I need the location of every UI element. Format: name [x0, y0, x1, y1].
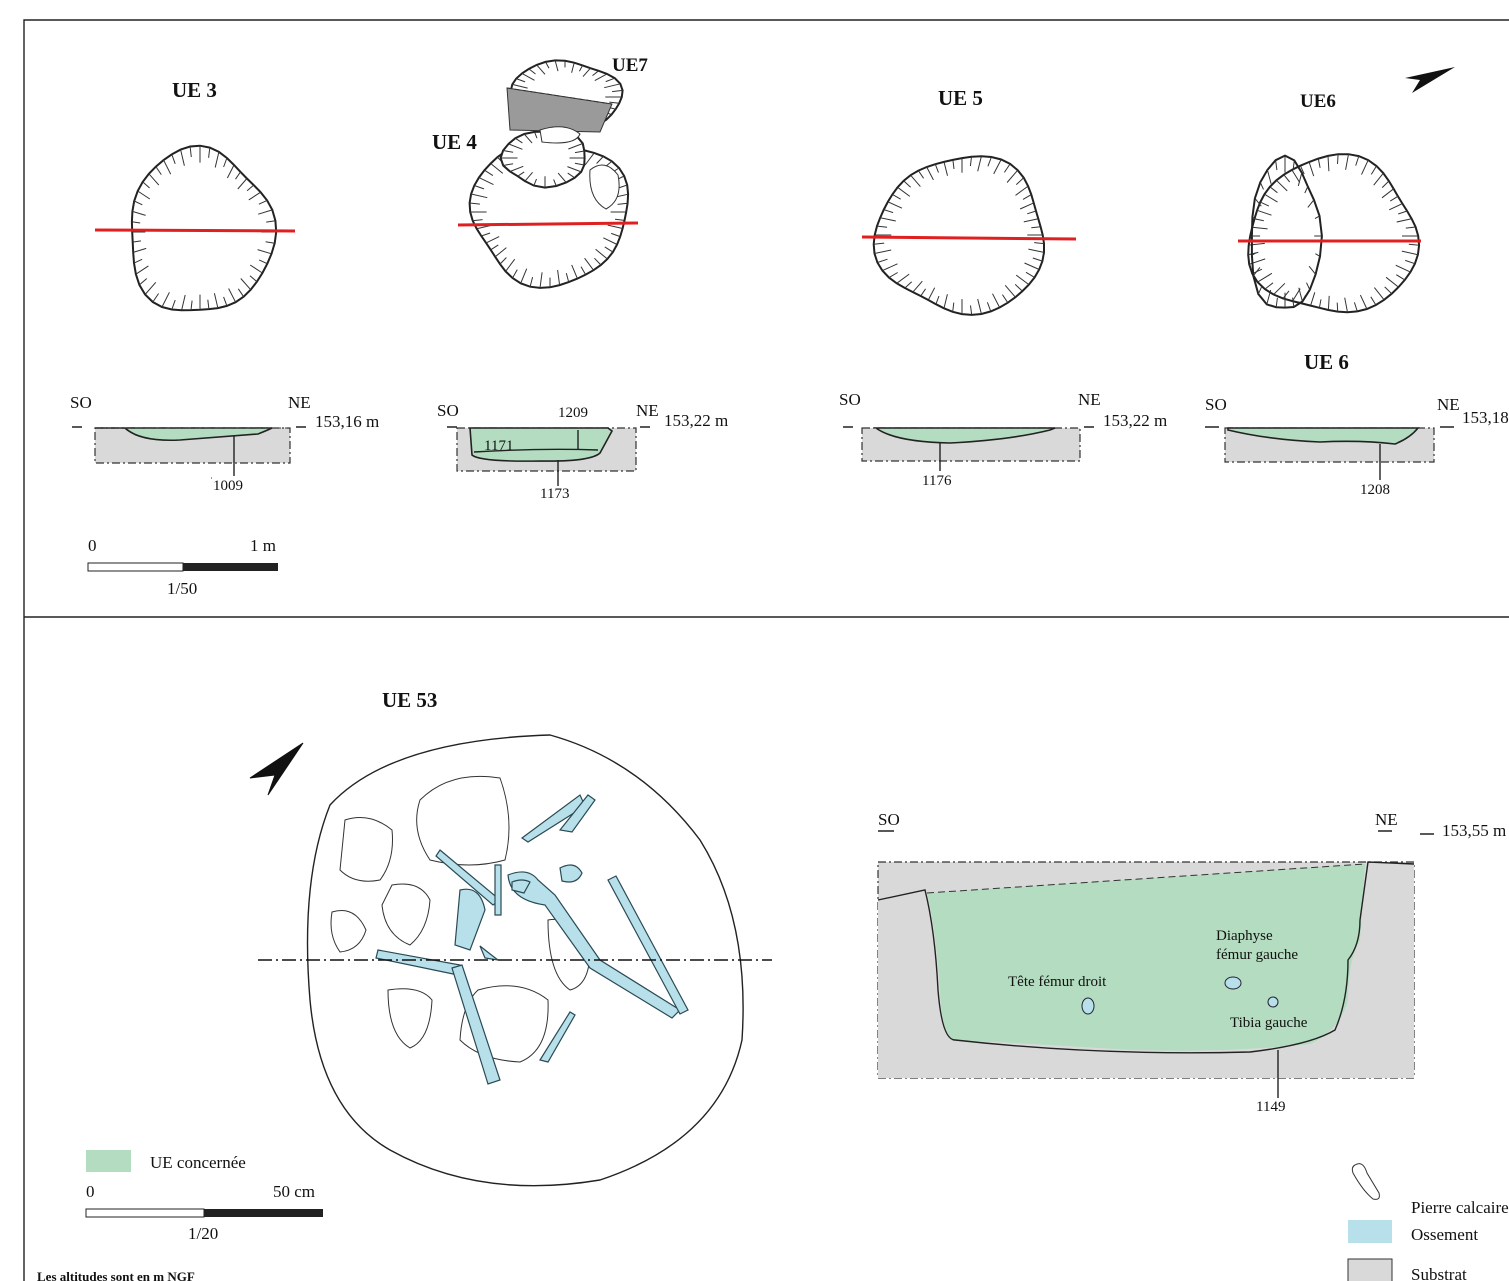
orientation: SO — [1205, 395, 1227, 414]
frame — [23, 19, 1509, 1281]
plan-label: UE 5 — [938, 86, 983, 110]
orientation: SO — [839, 390, 861, 409]
altitude: 153,22 m — [1103, 411, 1167, 430]
hachure — [1248, 154, 1420, 313]
layer: 1176 — [922, 473, 952, 489]
legend-label: Substrat — [1411, 1265, 1467, 1281]
orientation: NE — [1437, 395, 1460, 414]
plans — [130, 59, 1421, 316]
bones — [375, 794, 689, 1085]
annotation: Diaphyse — [1216, 928, 1273, 944]
stones — [539, 126, 620, 210]
scale-ratio: 1/20 — [188, 1224, 218, 1243]
altitude: 153,16 m — [315, 412, 379, 431]
scale-label: 1 m — [250, 536, 276, 555]
pit — [1247, 153, 1421, 314]
hachure — [873, 156, 1045, 315]
orientation: NE — [1375, 810, 1398, 829]
altitude: 153,18 m — [1462, 408, 1509, 427]
pit — [872, 155, 1045, 316]
orientation: NE — [636, 401, 659, 420]
fill — [927, 864, 1365, 1051]
stones — [330, 775, 591, 1063]
legend-swatch — [1347, 1258, 1393, 1281]
plan-label: UE7 — [612, 55, 648, 76]
fill — [1227, 427, 1420, 445]
section-line — [94, 228, 296, 233]
substrate-wall — [878, 862, 1414, 1078]
north-arrow — [249, 742, 304, 796]
ue7-limit — [506, 87, 613, 105]
plan-label: UE 3 — [172, 78, 217, 102]
legend-swatch — [1351, 1163, 1380, 1200]
layer: 1009 — [213, 478, 243, 494]
layer: 1171 — [484, 438, 513, 454]
fill — [95, 427, 273, 442]
scale-ratio: 1/50 — [167, 579, 197, 598]
layer: 1173 — [540, 486, 569, 502]
plan-label: UE 4 — [432, 130, 477, 154]
annotation: Tibia gauche — [1230, 1015, 1308, 1031]
section-line — [457, 221, 639, 227]
orientation: NE — [1078, 390, 1101, 409]
north-arrow — [1405, 67, 1455, 93]
legend-label: UE concernée — [150, 1153, 246, 1172]
legend-label: Ossement — [1411, 1225, 1478, 1244]
scale-label: 0 — [88, 536, 97, 555]
note: Les altitudes sont en m NGF — [37, 1269, 195, 1281]
orientation: SO — [878, 810, 900, 829]
layer: 1208 — [1360, 482, 1390, 498]
leaders — [72, 426, 1454, 486]
annotation: fémur gauche — [1216, 947, 1298, 963]
section-title: UE 6 — [1304, 350, 1349, 374]
orientation: SO — [70, 393, 92, 412]
legend-label: Pierre calcaire — [1411, 1198, 1509, 1217]
orientation: NE — [288, 393, 311, 412]
hachure — [1251, 155, 1322, 308]
annotation: Tête fémur droit — [1008, 974, 1107, 990]
altitude: 153,22 m — [664, 411, 728, 430]
section-line — [861, 235, 1077, 241]
altitude: 153,55 m — [1442, 821, 1506, 840]
legend-swatch — [1348, 1220, 1392, 1243]
layer: 1149 — [1256, 1099, 1285, 1115]
orientation: SO — [437, 401, 459, 420]
scale-label: 50 cm — [273, 1182, 315, 1201]
scale-label: 0 — [86, 1182, 95, 1201]
ue7-fill — [506, 87, 613, 133]
pit-outline — [306, 734, 744, 1187]
fill — [873, 427, 1056, 444]
legend-swatch — [86, 1150, 131, 1172]
plan-label: UE6 — [1300, 91, 1336, 112]
layer: 1209 — [558, 405, 588, 421]
plan-title: UE 53 — [382, 688, 437, 712]
fill — [469, 427, 614, 462]
